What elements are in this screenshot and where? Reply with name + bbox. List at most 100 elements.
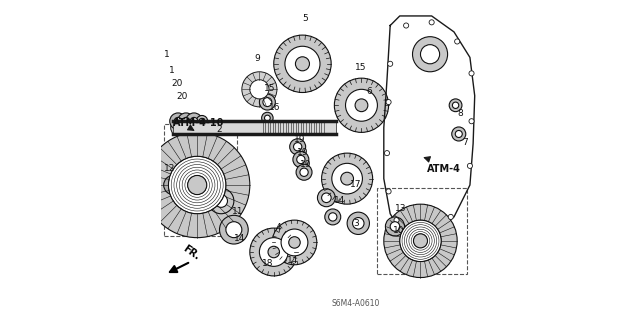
Text: 20: 20 [177,92,188,101]
Circle shape [294,143,302,151]
Circle shape [263,98,272,107]
Circle shape [321,153,372,204]
Circle shape [454,39,460,44]
Text: 15: 15 [355,63,367,72]
Text: 19: 19 [300,160,312,169]
Circle shape [168,180,178,190]
Circle shape [386,100,391,105]
Text: 14: 14 [234,234,245,243]
Text: 19: 19 [297,148,308,157]
Circle shape [413,234,428,248]
Circle shape [413,37,447,72]
Circle shape [196,115,208,127]
Text: 2: 2 [216,125,222,134]
Circle shape [300,168,308,176]
Circle shape [340,172,353,185]
Circle shape [355,99,368,112]
Text: 5: 5 [303,14,308,23]
Circle shape [164,175,183,195]
Text: 13: 13 [395,204,406,212]
Text: 7: 7 [462,138,468,147]
Text: 12: 12 [164,164,175,173]
Bar [173,121,336,134]
Circle shape [226,222,242,238]
Text: 14: 14 [334,196,346,204]
Text: 9: 9 [255,54,260,63]
Circle shape [332,163,362,194]
Circle shape [386,189,391,194]
Circle shape [262,112,273,124]
Circle shape [250,80,269,99]
Circle shape [190,117,198,125]
Circle shape [293,152,309,167]
Circle shape [289,237,300,248]
Circle shape [448,214,453,219]
Circle shape [186,124,193,131]
Circle shape [285,46,320,81]
Circle shape [145,132,250,238]
Circle shape [250,228,298,276]
Circle shape [296,164,312,180]
Circle shape [394,218,399,223]
Text: 1: 1 [164,50,170,59]
Circle shape [168,156,226,214]
Circle shape [324,209,340,225]
Text: ATM-4-10: ATM-4-10 [173,118,225,128]
Circle shape [281,229,308,256]
Circle shape [420,45,440,64]
Text: 4: 4 [275,223,281,232]
Text: 16: 16 [269,103,280,112]
Text: 15: 15 [264,84,276,93]
Circle shape [174,117,182,125]
Circle shape [209,188,234,214]
Circle shape [404,23,409,28]
Text: 17: 17 [350,180,362,189]
Circle shape [400,220,441,262]
Circle shape [264,115,270,121]
Circle shape [215,195,227,207]
Circle shape [328,213,337,221]
Circle shape [188,175,207,195]
Circle shape [385,217,404,236]
Circle shape [268,246,280,258]
Text: 14: 14 [287,256,298,265]
Circle shape [388,61,393,66]
Text: 3: 3 [353,219,359,228]
Circle shape [259,94,275,110]
Circle shape [171,119,189,137]
Circle shape [347,212,369,234]
Text: FR.: FR. [181,243,202,262]
Circle shape [449,99,462,112]
Circle shape [452,127,466,141]
Text: 6: 6 [366,87,372,96]
Circle shape [220,215,248,244]
Text: 18: 18 [262,259,273,268]
Circle shape [390,222,400,231]
Circle shape [469,119,474,124]
Circle shape [290,139,306,155]
Circle shape [452,102,459,108]
Circle shape [178,113,195,130]
Circle shape [170,113,186,130]
Circle shape [384,204,457,278]
Circle shape [467,163,472,168]
Text: 10: 10 [394,226,405,235]
Circle shape [296,57,310,71]
Circle shape [334,78,388,132]
Text: 11: 11 [232,207,244,216]
Circle shape [385,151,390,156]
Circle shape [429,20,434,25]
Text: 19: 19 [294,135,305,144]
Circle shape [455,130,462,137]
Circle shape [274,35,331,93]
Circle shape [242,72,277,107]
Text: 8: 8 [457,109,463,118]
Circle shape [420,227,424,232]
Circle shape [272,220,317,265]
Circle shape [321,193,331,203]
Circle shape [469,71,474,76]
Text: 20: 20 [172,79,183,88]
Text: S6M4-A0610: S6M4-A0610 [331,299,380,308]
Circle shape [259,238,288,266]
Circle shape [317,189,335,207]
